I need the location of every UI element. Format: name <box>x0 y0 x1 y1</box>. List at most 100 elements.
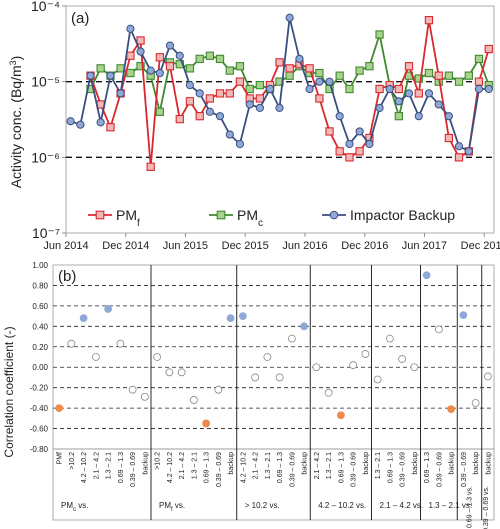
data-point-backup <box>185 81 195 90</box>
data-point-backup <box>235 139 245 149</box>
panel-b-plot-area <box>52 264 495 450</box>
legend-label-pmf: PMf <box>116 207 140 229</box>
data-point-backup <box>355 127 364 136</box>
data-point-pmc <box>345 84 354 94</box>
data-point <box>361 350 370 358</box>
x-tick-label: Dec 2017 <box>461 240 500 252</box>
data-point <box>312 363 321 372</box>
data-point-pmc <box>255 80 265 90</box>
data-point-backup <box>96 118 105 127</box>
data-point-pmf <box>155 53 164 62</box>
data-point-pmc <box>285 71 294 80</box>
data-point <box>447 405 456 414</box>
y-tick-label: 0.80 <box>32 281 48 290</box>
data-point-backup <box>454 142 464 151</box>
data-point <box>104 305 113 313</box>
x-tick-label: Dec 2015 <box>222 240 269 252</box>
data-point-pmc <box>315 68 324 78</box>
data-point-pmc <box>235 62 245 71</box>
data-point-pmc <box>136 62 145 71</box>
category-label: 4.2 – 10.2 <box>240 452 247 483</box>
y-tick-label: -0.20 <box>30 384 49 393</box>
data-point-backup <box>345 139 354 149</box>
legend-marker-pmf <box>95 210 105 220</box>
y-tick-label: -0.40 <box>30 404 49 413</box>
data-point-pmc <box>394 112 404 121</box>
category-label: 0.69 – 1.3 <box>338 452 345 483</box>
y-tick-label: 10⁻⁷ <box>32 225 60 241</box>
category-label: 1.3 – 2.1 <box>265 452 272 479</box>
category-label: backup <box>485 452 492 475</box>
category-labels: PMf >10.2 4.2 – 10.2 2.1 – 4.2 1.3 – 2.1 0.69… <box>57 452 493 487</box>
group-label: PMf vs. <box>159 501 185 513</box>
data-point-backup <box>315 77 324 86</box>
data-point-backup <box>86 71 95 80</box>
panel-a-label: (a) <box>71 10 89 27</box>
legend-marker-backup <box>329 210 339 220</box>
y-tick-label: 10⁻⁵ <box>31 74 60 90</box>
group-label: 1.3 – 2.1 vs. <box>429 501 473 510</box>
data-point-backup <box>444 112 453 121</box>
data-point <box>373 375 382 384</box>
category-label: >10.2 <box>155 452 162 470</box>
data-point-pmc <box>126 68 135 78</box>
data-point-pmf <box>355 147 364 156</box>
data-point <box>471 399 480 407</box>
data-point-pmf <box>434 71 443 80</box>
data-point-backup <box>424 89 434 98</box>
data-point-pmc <box>225 66 234 75</box>
data-point-pmf <box>255 94 265 103</box>
data-point-pmc <box>375 30 384 39</box>
data-point <box>128 385 137 394</box>
data-point-pmc <box>195 54 204 64</box>
data-point-pmf <box>414 89 423 98</box>
data-point-pmc <box>205 51 215 60</box>
data-point-backup <box>146 66 155 75</box>
data-point <box>275 373 284 382</box>
data-point-backup <box>484 84 493 94</box>
data-point-pmf <box>345 153 354 162</box>
data-point-pmc <box>185 64 195 73</box>
y-tick-label: 0.20 <box>32 343 48 352</box>
x-tick-label: Jun 2014 <box>43 240 88 252</box>
data-point-pmc <box>155 107 164 116</box>
category-label: 1.3 – 2.1 <box>326 452 333 479</box>
category-label: 2.1 – 4.2 <box>253 452 260 479</box>
data-point-pmf <box>185 97 195 106</box>
data-point <box>336 411 345 420</box>
data-point-backup <box>385 84 394 94</box>
category-label: 1.3 – 2.1 <box>375 452 382 479</box>
category-label: backup <box>142 452 149 475</box>
data-point <box>153 353 162 361</box>
data-point-pmf <box>444 133 454 143</box>
category-label: 0.39 – 0.69 <box>436 452 443 487</box>
y-axis-ticks: 10⁻⁴ 10⁻⁵ 10⁻⁶ 10⁻⁷ <box>31 0 66 241</box>
data-point <box>324 388 333 397</box>
data-point-backup <box>195 89 204 98</box>
y-tick-label: 0.00 <box>32 363 48 372</box>
category-label: backup <box>363 452 370 475</box>
data-point-backup <box>285 13 294 22</box>
category-label: backup <box>473 452 480 475</box>
data-point <box>177 368 186 377</box>
data-point-pmf <box>474 77 484 86</box>
data-point <box>79 314 88 323</box>
x-tick-label: Dec 2016 <box>341 240 388 252</box>
data-point-pmf <box>205 94 215 103</box>
data-point <box>422 271 431 280</box>
category-label: 0.39 – 0.69 <box>289 452 296 487</box>
panel-b-label-area <box>52 448 495 521</box>
category-label: 0.39 – 0.69 <box>130 452 137 487</box>
data-point-pmc <box>355 66 364 75</box>
data-point-backup <box>305 84 314 94</box>
group-labels: PMc vs. PMf vs. > 10.2 vs. 4.2 – 10.2 vs. 2.… <box>61 486 490 529</box>
legend-label-backup: Impactor Backup <box>350 207 455 223</box>
data-point-pmc <box>454 77 464 86</box>
data-point-pmf <box>404 62 414 71</box>
data-point-pmf <box>225 89 234 98</box>
category-label: 2.1 – 4.2 <box>93 452 100 479</box>
data-point-pmc <box>335 71 344 80</box>
points-group <box>55 271 492 428</box>
data-point-backup <box>165 41 175 50</box>
